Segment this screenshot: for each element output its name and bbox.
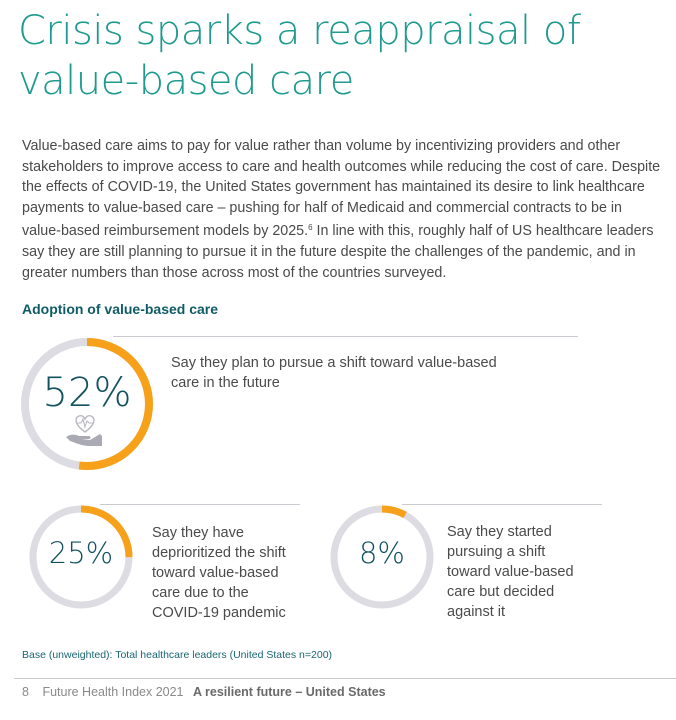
stat-value-decided-against: 8% <box>358 536 405 570</box>
stat-description-line: toward value-based <box>447 564 574 580</box>
stat-description-line: care due to the <box>152 585 249 601</box>
page-title: Crisis sparks a reappraisal of value-bas… <box>18 6 581 106</box>
divider-deprioritized <box>100 504 300 505</box>
page-title-line-2: value-based care <box>18 58 354 104</box>
divider-big-stat <box>113 336 578 337</box>
divider-decided-against <box>402 504 602 505</box>
page-title-line-1: Crisis sparks a reappraisal of <box>18 8 581 54</box>
stat-description-line: COVID-19 pandemic <box>152 605 286 621</box>
stat-description-decided-against: Say they started pursuing a shift toward… <box>447 522 574 622</box>
stat-description-line: toward value-based <box>152 565 279 581</box>
ring-arc-deprioritized <box>29 505 133 609</box>
intro-text: Value-based care aims to pay for value r… <box>22 138 661 240</box>
stat-description-line: care in the future <box>171 375 280 391</box>
stat-description-line: deprioritized the shift <box>152 545 286 561</box>
donut-ring-deprioritized <box>29 505 133 609</box>
donut-ring-decided-against <box>330 505 434 609</box>
footnote-reference: 6 <box>308 223 313 233</box>
ring-arc-decided-against <box>330 505 434 609</box>
intro-paragraph: Value-based care aims to pay for value r… <box>22 136 662 283</box>
section-title: Adoption of value-based care <box>22 301 219 317</box>
stat-value-plan-to-pursue: 52% <box>42 370 132 416</box>
stat-description-line: Say they started <box>447 524 552 540</box>
ring-arc-plan-to-pursue <box>21 338 153 470</box>
donut-ring-plan-to-pursue <box>21 338 153 470</box>
stat-description-line: pursuing a shift <box>447 544 546 560</box>
heart-in-hand-icon <box>62 413 108 449</box>
footer-divider <box>14 678 676 679</box>
report-title: A resilient future – United States <box>193 685 386 699</box>
stat-value-deprioritized: 25% <box>48 536 114 570</box>
page-number: 8 <box>22 685 29 699</box>
intro-text-continued: In line with this, roughly half of US he… <box>22 223 654 281</box>
stat-description-deprioritized: Say they have deprioritized the shift to… <box>152 523 286 623</box>
base-note: Base (unweighted): Total healthcare lead… <box>22 649 333 661</box>
page-footer: 8 Future Health Index 2021 A resilient f… <box>22 685 386 699</box>
publication-name: Future Health Index 2021 <box>42 685 184 699</box>
stat-description-line: Say they plan to pursue a shift toward v… <box>171 355 497 371</box>
stat-description-line: against it <box>447 604 506 620</box>
stat-description-line: care but decided <box>447 584 555 600</box>
stat-description-line: Say they have <box>152 525 244 541</box>
stat-description-plan-to-pursue: Say they plan to pursue a shift toward v… <box>171 353 497 393</box>
